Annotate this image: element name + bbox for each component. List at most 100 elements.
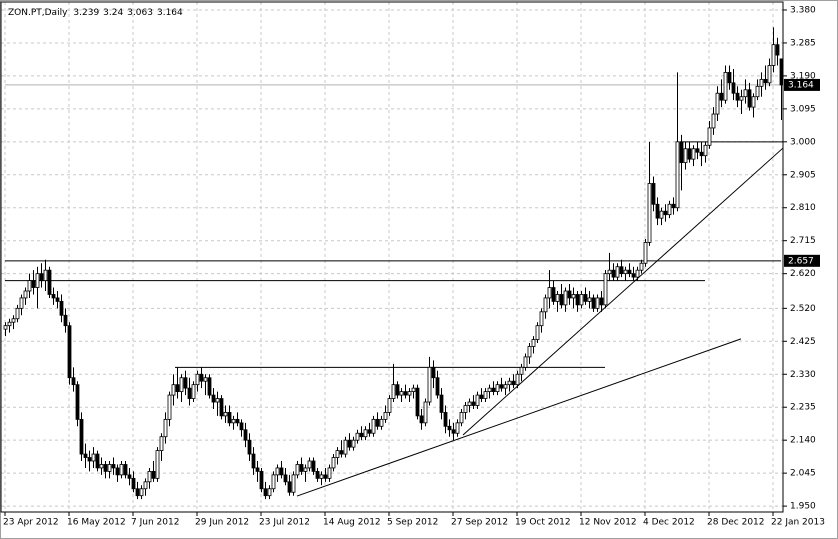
y-tick-label: 3.000	[790, 137, 816, 147]
candle-body	[623, 269, 628, 275]
candle-body	[179, 377, 184, 393]
candle-body	[407, 391, 412, 396]
candle-body	[583, 294, 588, 302]
candle-body	[271, 474, 276, 490]
candle-body	[495, 384, 500, 393]
candle-body	[743, 89, 748, 98]
candle-body	[527, 346, 532, 358]
candle-body	[611, 269, 616, 278]
candle-body	[375, 418, 380, 427]
candle-body	[447, 425, 452, 431]
candle-body	[55, 297, 60, 302]
candle-body	[663, 210, 668, 216]
candle-body	[103, 464, 108, 472]
x-tick-label: 19 Oct 2012	[515, 518, 571, 528]
price-tag-label: 3.164	[788, 80, 814, 90]
candle-body	[647, 183, 652, 243]
candle-body	[239, 422, 244, 431]
candle-body	[351, 439, 356, 448]
candle-body	[135, 488, 140, 497]
trendline	[296, 338, 742, 497]
candle-body	[59, 301, 64, 316]
candle-body	[347, 439, 352, 448]
candle-body	[19, 297, 24, 309]
trendline	[462, 147, 784, 436]
candle-body	[371, 418, 376, 434]
candle-body	[619, 266, 624, 275]
candle-body	[703, 144, 708, 157]
candle-body	[651, 183, 656, 205]
candle-body	[295, 464, 300, 476]
x-tick-label: 23 Jul 2012	[259, 518, 310, 528]
candle-body	[491, 387, 496, 393]
candle-body	[259, 471, 264, 490]
candle-body	[539, 311, 544, 327]
plot-area	[0, 1, 784, 513]
candle-body	[383, 412, 388, 420]
candle-body	[639, 262, 644, 271]
price-tag	[784, 254, 820, 267]
candle-body	[403, 391, 408, 396]
candle-body	[599, 297, 604, 306]
candle-body	[223, 412, 228, 417]
candle-body	[131, 477, 136, 490]
y-tick-label: 2.235	[790, 403, 816, 413]
candle-body	[159, 436, 164, 451]
candle-body	[119, 464, 124, 476]
candle-body	[531, 339, 536, 347]
candle-body	[707, 127, 712, 146]
candle-body	[547, 287, 552, 299]
candle-body	[511, 380, 516, 386]
candle-body	[379, 418, 384, 427]
candle-body	[191, 384, 196, 399]
candle-body	[243, 429, 248, 441]
candle-body	[479, 394, 484, 399]
x-tick-label: 29 Jun 2012	[195, 518, 249, 528]
candle-body	[499, 384, 504, 389]
y-tick-label: 2.905	[790, 170, 816, 180]
price-tag-label: 2.657	[788, 256, 814, 266]
y-tick-label: 2.140	[790, 436, 816, 446]
candle-body	[275, 467, 280, 476]
candle-body	[695, 148, 700, 153]
candle-body	[627, 269, 632, 275]
x-tick-label: 23 Apr 2012	[3, 518, 59, 528]
candle-body	[771, 44, 776, 66]
candle-body	[107, 464, 112, 472]
candle-body	[419, 415, 424, 424]
candle-body	[255, 467, 260, 472]
last-open: 3.239	[73, 8, 99, 18]
candle-body	[283, 474, 288, 483]
candle-body	[215, 398, 220, 403]
candle-body	[247, 439, 252, 455]
candle-body	[335, 450, 340, 458]
candles	[3, 27, 784, 500]
candle-body	[687, 148, 692, 160]
candle-body	[319, 474, 324, 479]
candle-body	[27, 280, 32, 292]
candle-body	[367, 429, 372, 434]
candle-body	[387, 398, 392, 413]
y-tick-label: 2.715	[790, 236, 816, 246]
candle-body	[763, 78, 768, 84]
candle-body	[423, 401, 428, 424]
candle-body	[227, 412, 232, 424]
candle-body	[615, 266, 620, 278]
candle-body	[607, 269, 612, 275]
symbol: ZON.PT,Daily	[8, 8, 68, 18]
candle-body	[391, 384, 396, 399]
y-tick-label: 1.950	[790, 502, 816, 512]
candle-body	[655, 203, 660, 219]
candle-body	[39, 273, 44, 281]
y-tick-label: 2.520	[790, 304, 816, 314]
candle-body	[679, 141, 684, 164]
candle-body	[747, 89, 752, 108]
candle-body	[43, 269, 48, 281]
candle-body	[507, 380, 512, 386]
candle-body	[51, 294, 56, 299]
candle-body	[263, 488, 268, 497]
x-tick-label: 4 Dec 2012	[643, 518, 695, 528]
axes: 3.380 3.285 3.190 3.095 3.000 2.905 2.810 2.715…	[0, 1, 825, 528]
y-tick-label: 3.380	[790, 5, 816, 15]
